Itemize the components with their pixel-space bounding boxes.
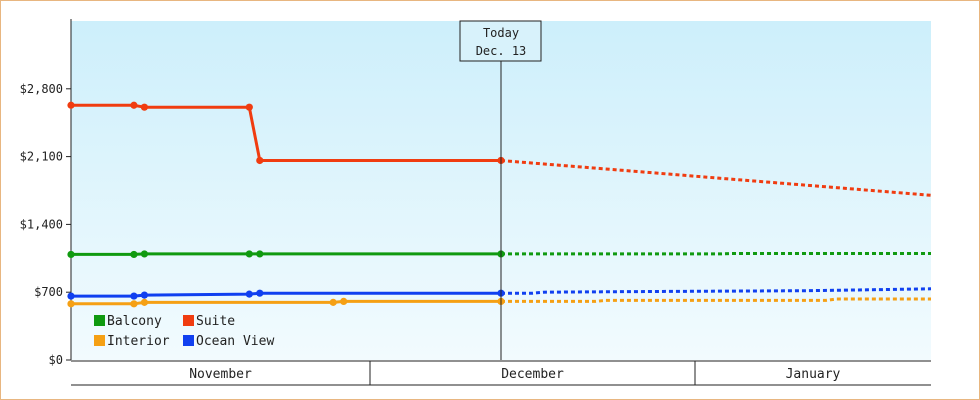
suite-point — [245, 103, 253, 111]
ocean-view-point — [245, 290, 253, 298]
suite-point — [130, 101, 138, 109]
balcony-point — [245, 250, 253, 258]
balcony-point — [140, 250, 149, 258]
ocean-view-point — [140, 291, 149, 299]
interior-point — [340, 297, 348, 306]
suite-point — [140, 103, 149, 111]
month-label: January — [786, 367, 841, 382]
legend-label-ocean-view: Ocean View — [196, 334, 274, 349]
today-date: Dec. 13 — [476, 44, 527, 58]
suite-history-line — [71, 103, 501, 162]
balcony-point — [130, 250, 138, 259]
legend-swatch-suite — [183, 315, 194, 326]
x-axis: November December January — [71, 360, 931, 386]
interior-point — [67, 300, 75, 308]
legend-label-interior: Interior — [107, 334, 170, 349]
suite-point — [67, 101, 75, 109]
today-box — [459, 20, 542, 62]
suite-forecast-line — [500, 159, 932, 197]
legend-swatch-interior — [94, 335, 105, 346]
interior-point — [130, 300, 138, 308]
suite-point — [256, 156, 264, 165]
balcony-point — [67, 250, 75, 259]
ocean-view-history-line — [71, 291, 501, 298]
y-tick-label: $2,100 — [20, 150, 63, 164]
interior-point — [140, 298, 149, 306]
ocean-view-forecast-line — [501, 287, 932, 295]
ocean-view-point — [256, 289, 264, 297]
y-tick-label: $700 — [34, 285, 63, 299]
legend: Balcony Suite Interior Ocean View — [94, 314, 274, 349]
interior-forecast-line — [501, 297, 931, 303]
legend-label-suite: Suite — [196, 314, 235, 329]
legend-label-balcony: Balcony — [107, 314, 162, 329]
ocean-view-point — [67, 292, 75, 300]
today-label: Today — [483, 26, 519, 40]
month-label: November — [189, 367, 252, 382]
y-tick-label: $0 — [49, 353, 63, 367]
series-lines — [67, 101, 932, 308]
ocean-view-point — [130, 292, 138, 300]
legend-swatch-balcony — [94, 315, 105, 326]
balcony-point — [256, 250, 264, 258]
y-tick-label: $2,800 — [20, 82, 63, 96]
today-marker: Today Dec. 13 — [459, 20, 542, 360]
month-label: December — [501, 367, 564, 382]
interior-history-line — [71, 299, 501, 306]
balcony-history-line — [71, 252, 501, 256]
legend-swatch-ocean-view — [183, 335, 194, 346]
interior-point — [329, 298, 337, 306]
y-axis: $0 $700 $1,400 $2,100 $2,800 — [20, 19, 72, 367]
y-tick-label: $1,400 — [20, 217, 63, 231]
